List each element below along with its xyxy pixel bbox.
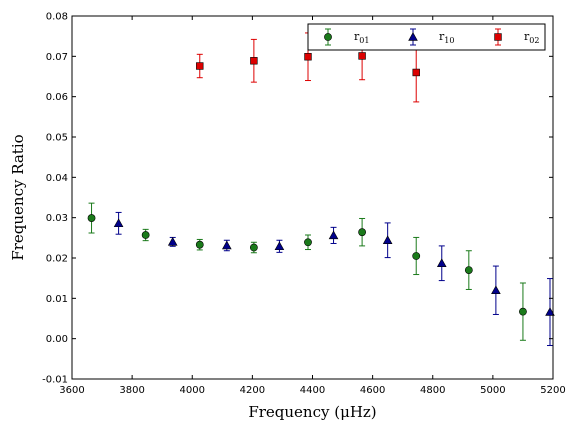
y-tick-label: 0.01 [46,294,68,305]
legend: r01 r10 r02 [307,23,546,51]
data-point [87,214,96,222]
axis-ticks: 3600 3800 4000 4200 4400 4600 4800 5000 5200 -0.0… [42,12,566,397]
data-point [436,258,447,267]
series-r01 [87,202,527,341]
x-tick-label: 5200 [540,385,565,396]
legend-label-r02: r02 [524,30,539,45]
y-tick-label: 0.05 [46,133,68,144]
x-tick-label: 4000 [180,385,205,396]
y-tick-label: 0.02 [46,254,68,265]
data-point [412,252,421,260]
x-tick-label: 3800 [119,385,144,396]
y-tick-label: 0.07 [46,52,68,63]
data-point [113,218,124,228]
legend-marker [494,33,502,41]
data-point [249,243,258,252]
data-point [545,307,555,316]
data-point [328,230,339,240]
data-point [519,307,527,316]
legend-marker [408,32,418,41]
legend-label-r01: r01 [354,30,369,45]
legend-marker [324,33,332,41]
data-point [412,68,420,77]
data-point [382,235,393,244]
data-point [196,62,204,70]
data-point [250,57,258,65]
data-marks [87,31,555,347]
x-tick-label: 5000 [480,385,505,396]
y-axis-label: Frequency Ratio [9,134,27,260]
y-tick-label: 0.06 [46,92,68,103]
data-point [167,236,178,246]
series-r10 [113,211,555,347]
data-point [141,231,150,239]
y-tick-label: 0.03 [46,213,68,224]
x-tick-label: 3600 [59,385,84,396]
y-tick-label: 0.00 [46,334,68,345]
y-tick-label: 0.08 [46,12,68,23]
plot-frame [71,15,554,380]
data-point [304,53,312,61]
x-tick-label: 4800 [420,385,445,396]
legend-box [307,23,546,51]
data-point [222,240,232,250]
data-point [464,266,473,274]
y-tick-label: 0.04 [46,173,68,184]
x-axis-label: Frequency (μHz) [248,403,376,421]
x-tick-label: 4600 [360,385,385,396]
data-point [274,241,285,251]
data-point [358,52,366,60]
data-point [491,285,501,295]
data-point [304,238,312,247]
data-point [195,240,204,249]
data-point [358,228,367,237]
legend-label-r10: r10 [439,30,454,45]
x-tick-label: 4400 [300,385,325,396]
y-tick-label: -0.01 [42,375,68,386]
x-tick-label: 4200 [240,385,265,396]
